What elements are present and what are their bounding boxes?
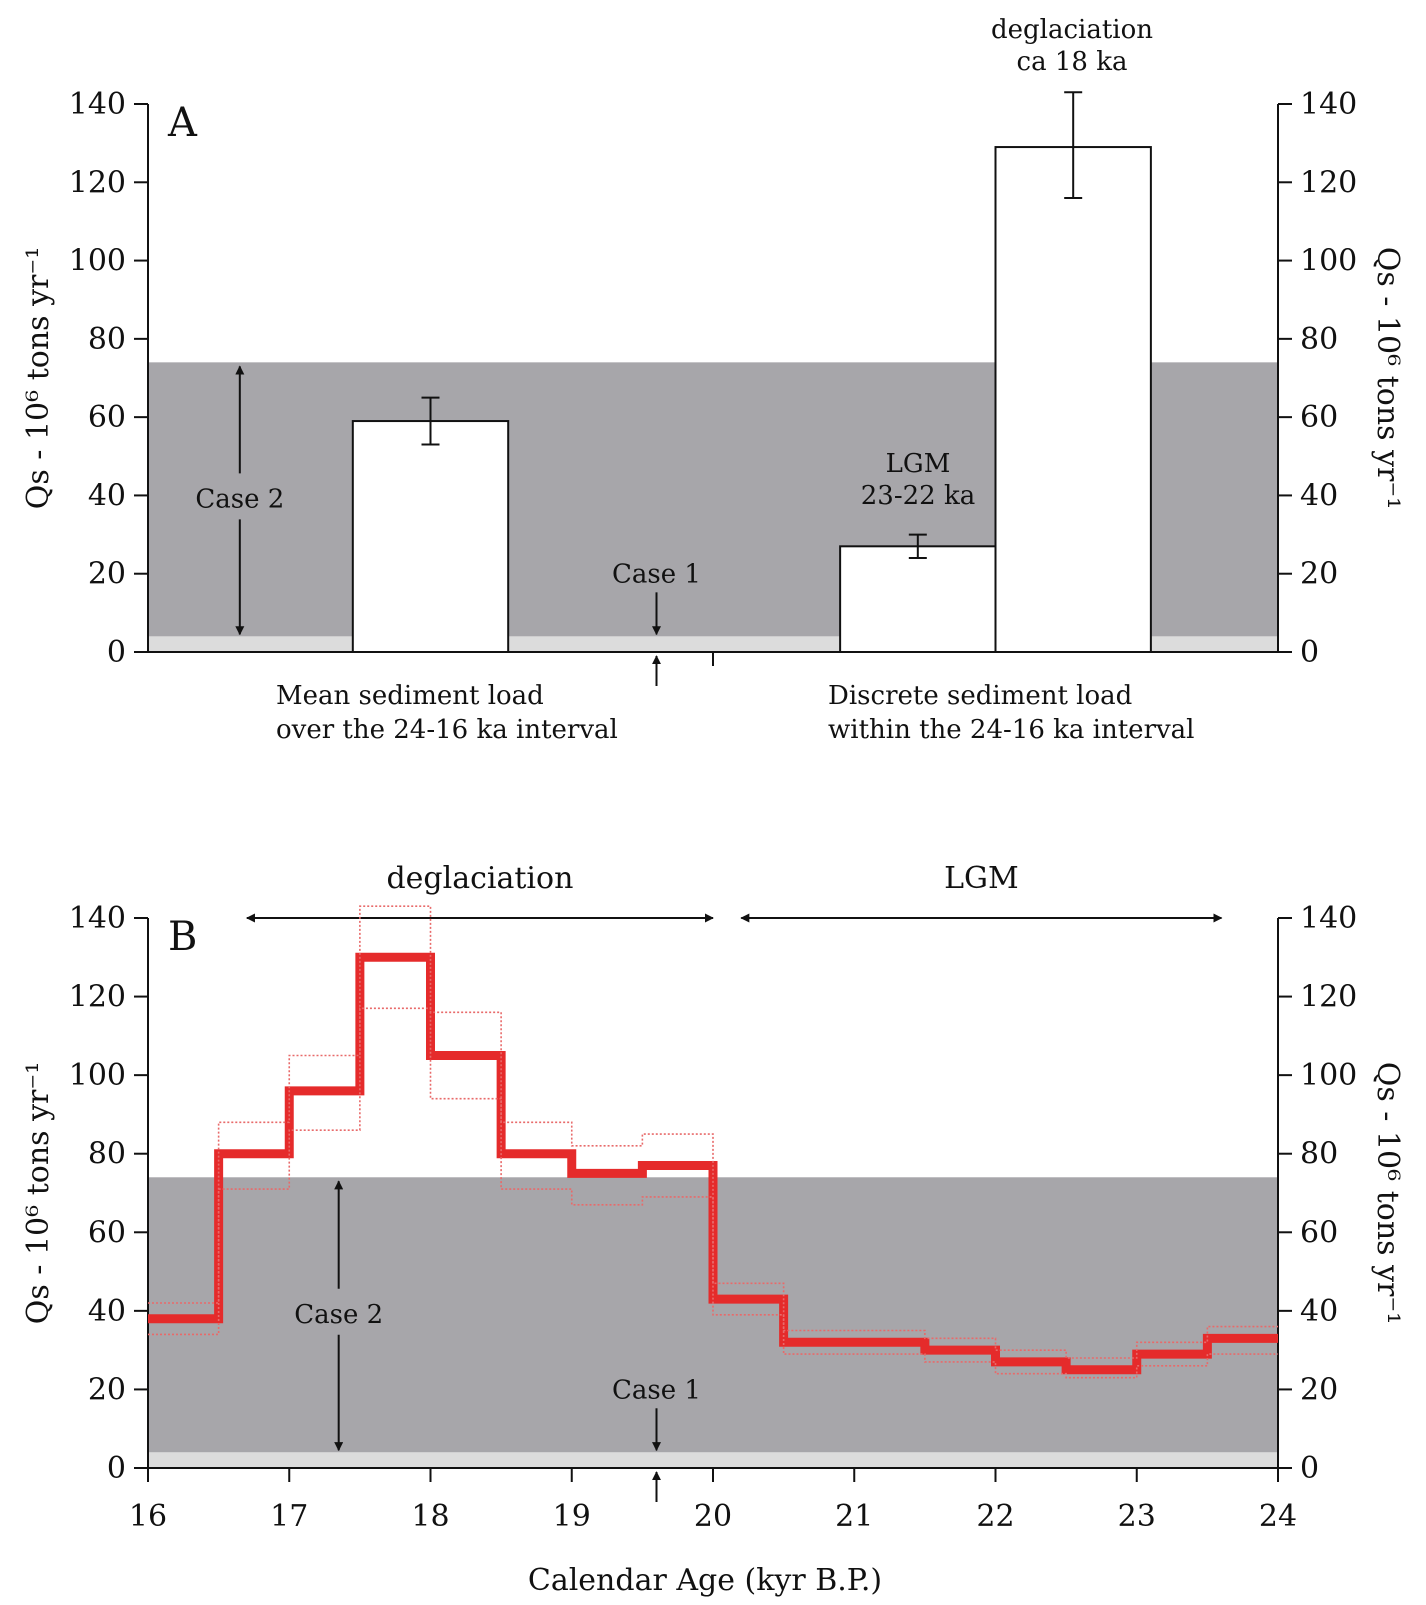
y-axis-title-right: Qs - 10⁶ tons yr⁻¹ xyxy=(1370,1062,1405,1324)
x-tick-label: 20 xyxy=(694,1499,732,1534)
y-tick-label-right: 100 xyxy=(1300,1058,1357,1093)
case1-label: Case 1 xyxy=(612,559,701,589)
y-tick-label-right: 20 xyxy=(1300,1372,1338,1407)
y-tick-label-right: 40 xyxy=(1300,1294,1338,1329)
y-tick-label-right: 140 xyxy=(1300,901,1357,936)
y-tick-label-right: 120 xyxy=(1300,165,1357,200)
deglaciation-annotation-line2: ca 18 ka xyxy=(1017,47,1128,77)
y-tick-label-left: 140 xyxy=(69,901,126,936)
y-tick-label-left: 140 xyxy=(69,87,126,122)
y-axis-title-right: Qs - 10⁶ tons yr⁻¹ xyxy=(1370,247,1405,509)
x-tick-label: 16 xyxy=(129,1499,167,1534)
y-tick-label-right: 40 xyxy=(1300,478,1338,513)
y-tick-label-left: 100 xyxy=(69,244,126,279)
panel-a-letter: A xyxy=(167,100,198,146)
y-tick-label-left: 120 xyxy=(69,980,126,1015)
lgm-annotation-line2: 23-22 ka xyxy=(861,481,975,511)
bar xyxy=(351,420,510,653)
y-tick-label-left: 80 xyxy=(88,1137,126,1172)
y-tick-label-left: 20 xyxy=(88,557,126,592)
case2-label: Case 2 xyxy=(195,484,284,514)
y-tick-label-left: 100 xyxy=(69,1058,126,1093)
y-tick-label-right: 20 xyxy=(1300,557,1338,592)
x-tick-label: 17 xyxy=(270,1499,308,1534)
mean-load-caption-line1: Mean sediment load xyxy=(276,681,544,711)
y-tick-label-right: 100 xyxy=(1300,244,1357,279)
mean-load-caption-line2: over the 24-16 ka interval xyxy=(276,715,618,745)
panel-b-letter: B xyxy=(168,914,197,960)
y-tick-label-left: 40 xyxy=(88,1294,126,1329)
series-upper-bound-line xyxy=(148,905,1278,1359)
y-tick-label-right: 120 xyxy=(1300,980,1357,1015)
y-tick-label-right: 60 xyxy=(1300,1215,1338,1250)
case2-label: Case 2 xyxy=(294,1300,383,1330)
y-tick-label-left: 80 xyxy=(88,322,126,357)
lgm-annotation-line1: LGM xyxy=(886,449,951,479)
y-tick-label-right: 140 xyxy=(1300,87,1357,122)
y-tick-label-left: 0 xyxy=(107,1451,126,1486)
panel-b-line-chart: B 0 0 20 20 40 40 60 60 80 80 100 100 120 120 140 140 Qs… xyxy=(21,861,1405,1534)
deglaciation-annotation-line1: deglaciation xyxy=(991,15,1153,45)
y-tick-label-left: 20 xyxy=(88,1372,126,1407)
y-tick-label-left: 120 xyxy=(69,165,126,200)
y-tick-label-right: 0 xyxy=(1300,635,1319,670)
y-tick-label-right: 60 xyxy=(1300,400,1338,435)
x-axis-title: Calendar Age (kyr B.P.) xyxy=(528,1563,882,1598)
x-tick-label: 18 xyxy=(411,1499,449,1534)
bar xyxy=(994,146,1152,654)
case1-floor-band xyxy=(148,1452,1278,1468)
y-tick-label-left: 0 xyxy=(107,635,126,670)
y-axis-title-left: Qs - 10⁶ tons yr⁻¹ xyxy=(21,1062,56,1324)
x-tick-label: 19 xyxy=(553,1499,591,1534)
discrete-load-caption-line1: Discrete sediment load xyxy=(828,681,1132,711)
period-label: LGM xyxy=(944,861,1019,896)
x-tick-label: 21 xyxy=(835,1499,873,1534)
y-axis-title-left: Qs - 10⁶ tons yr⁻¹ xyxy=(21,247,56,509)
panel-a-bar-chart: A 0 0 20 20 40 40 60 60 80 80 100 100 120 120 140 140 Qs… xyxy=(21,15,1405,745)
y-tick-label-left: 60 xyxy=(88,400,126,435)
y-tick-label-right: 0 xyxy=(1300,1451,1319,1486)
case1-label: Case 1 xyxy=(612,1375,701,1405)
bar xyxy=(839,545,997,653)
y-tick-label-left: 40 xyxy=(88,478,126,513)
y-tick-label-right: 80 xyxy=(1300,1137,1338,1172)
x-tick-label: 22 xyxy=(976,1499,1014,1534)
series-lower-bound-line xyxy=(148,1007,1278,1379)
y-tick-label-right: 80 xyxy=(1300,322,1338,357)
period-label: deglaciation xyxy=(386,861,573,896)
discrete-load-caption-line2: within the 24-16 ka interval xyxy=(828,715,1195,745)
x-tick-label: 24 xyxy=(1259,1499,1297,1534)
y-tick-label-left: 60 xyxy=(88,1215,126,1250)
x-tick-label: 23 xyxy=(1118,1499,1156,1534)
